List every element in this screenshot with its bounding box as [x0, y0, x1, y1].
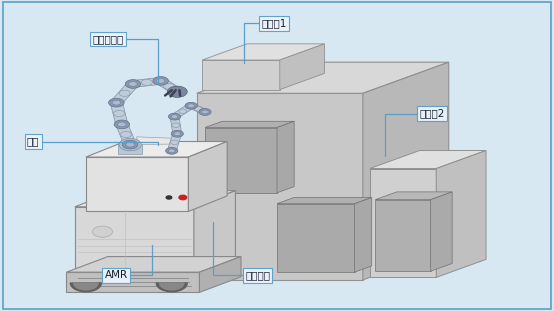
- Polygon shape: [110, 102, 128, 125]
- Text: 原料框1: 原料框1: [261, 18, 287, 28]
- Polygon shape: [436, 151, 486, 277]
- Wedge shape: [74, 283, 98, 290]
- Circle shape: [199, 109, 211, 115]
- Polygon shape: [355, 197, 372, 272]
- Circle shape: [114, 120, 130, 129]
- Circle shape: [129, 81, 137, 86]
- Circle shape: [179, 195, 187, 200]
- Wedge shape: [160, 283, 184, 290]
- Circle shape: [125, 80, 141, 88]
- Circle shape: [173, 89, 182, 94]
- Circle shape: [114, 110, 125, 117]
- Polygon shape: [86, 157, 188, 211]
- Circle shape: [174, 132, 181, 136]
- Polygon shape: [205, 121, 294, 128]
- Circle shape: [166, 147, 178, 154]
- Polygon shape: [277, 204, 355, 272]
- Polygon shape: [188, 142, 227, 211]
- Circle shape: [168, 113, 181, 120]
- Polygon shape: [66, 257, 241, 272]
- Polygon shape: [202, 60, 280, 90]
- Text: 原料框2: 原料框2: [419, 109, 445, 118]
- Polygon shape: [197, 62, 449, 93]
- Text: 协作机器人: 协作机器人: [93, 34, 124, 44]
- Circle shape: [121, 132, 131, 137]
- Circle shape: [141, 79, 152, 86]
- Text: AMR: AMR: [105, 270, 128, 280]
- Circle shape: [166, 196, 172, 199]
- Polygon shape: [370, 151, 486, 169]
- Circle shape: [194, 107, 202, 111]
- Circle shape: [153, 77, 168, 85]
- Polygon shape: [118, 142, 142, 154]
- Polygon shape: [205, 128, 277, 193]
- Polygon shape: [66, 272, 199, 292]
- Polygon shape: [111, 82, 138, 104]
- Polygon shape: [116, 124, 136, 145]
- Polygon shape: [197, 93, 363, 280]
- Polygon shape: [277, 121, 294, 193]
- Polygon shape: [194, 191, 235, 275]
- Circle shape: [122, 140, 138, 149]
- Polygon shape: [375, 200, 430, 271]
- Polygon shape: [137, 137, 176, 145]
- Polygon shape: [199, 257, 241, 292]
- Circle shape: [171, 140, 178, 145]
- Circle shape: [188, 104, 194, 108]
- Polygon shape: [167, 133, 182, 151]
- Polygon shape: [375, 192, 452, 200]
- Circle shape: [93, 226, 112, 237]
- Circle shape: [179, 109, 187, 114]
- Circle shape: [171, 130, 183, 137]
- Circle shape: [156, 78, 165, 83]
- Polygon shape: [86, 142, 227, 157]
- Circle shape: [119, 138, 141, 151]
- Circle shape: [168, 149, 175, 153]
- Polygon shape: [363, 62, 449, 280]
- Text: 成品料框: 成品料框: [245, 270, 270, 280]
- Polygon shape: [370, 169, 436, 277]
- Circle shape: [117, 122, 126, 127]
- Circle shape: [109, 98, 124, 107]
- Polygon shape: [202, 44, 325, 60]
- Polygon shape: [75, 191, 235, 207]
- Circle shape: [163, 83, 175, 89]
- Circle shape: [185, 102, 197, 109]
- Polygon shape: [280, 44, 325, 90]
- Polygon shape: [188, 104, 208, 114]
- Polygon shape: [156, 79, 182, 94]
- Polygon shape: [132, 77, 162, 87]
- Circle shape: [119, 90, 130, 96]
- Circle shape: [126, 142, 135, 147]
- Polygon shape: [75, 207, 194, 275]
- Polygon shape: [171, 104, 194, 118]
- Circle shape: [112, 100, 121, 105]
- Circle shape: [167, 86, 187, 97]
- Polygon shape: [170, 116, 182, 134]
- Polygon shape: [430, 192, 452, 271]
- Polygon shape: [277, 197, 372, 204]
- Circle shape: [172, 123, 180, 128]
- Wedge shape: [70, 283, 101, 292]
- Circle shape: [202, 110, 208, 114]
- Circle shape: [171, 115, 178, 118]
- Circle shape: [170, 87, 185, 96]
- Wedge shape: [156, 283, 187, 292]
- Text: 抓手: 抓手: [27, 137, 39, 146]
